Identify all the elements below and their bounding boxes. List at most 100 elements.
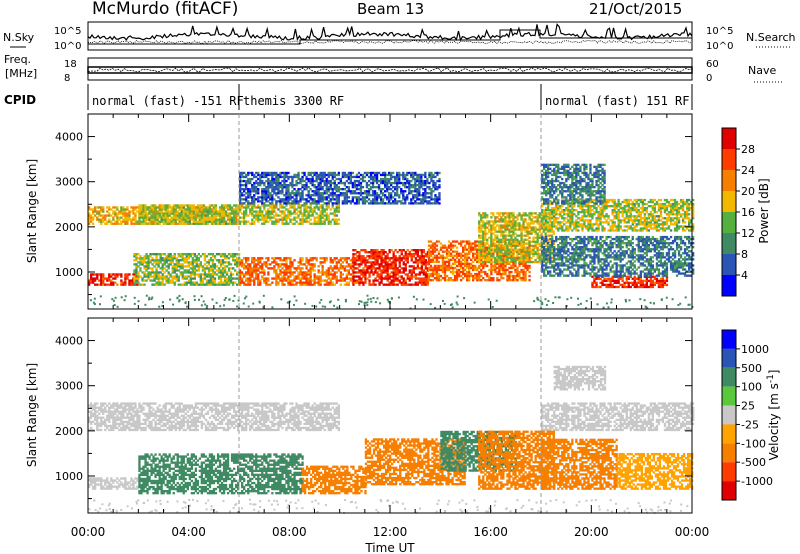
heatmap-cell <box>220 206 224 209</box>
heatmap-cell <box>159 283 162 286</box>
heatmap-cell <box>498 238 501 241</box>
heatmap-cell <box>579 225 582 228</box>
heatmap-cell <box>651 223 655 226</box>
heatmap-cell <box>358 283 361 286</box>
heatmap-cell <box>538 222 541 225</box>
heatmap-cell <box>223 253 227 256</box>
heatmap-cell <box>301 281 304 284</box>
heatmap-cell <box>651 207 655 210</box>
heatmap-cell <box>522 254 525 258</box>
heatmap-cell <box>496 252 499 255</box>
heatmap-cell <box>480 268 483 272</box>
heatmap-cell <box>122 206 125 209</box>
heatmap-cell <box>161 275 164 278</box>
heatmap-cell <box>617 215 620 218</box>
heatmap-cell <box>496 266 499 270</box>
heatmap-cell <box>360 257 363 260</box>
heatmap-cell <box>657 225 661 228</box>
heatmap-cell <box>343 277 347 280</box>
heatmap-cell <box>299 259 302 262</box>
heatmap-cell <box>681 219 685 222</box>
heatmap-cell <box>447 244 451 247</box>
heatmap-cell <box>514 262 517 266</box>
heatmap-cell <box>165 269 168 272</box>
heatmap-cell <box>526 266 529 270</box>
heatmap-cell <box>524 228 527 231</box>
heatmap-cell <box>659 219 663 222</box>
heatmap-cell <box>516 228 519 231</box>
heatmap-cell <box>349 263 353 266</box>
heatmap-cell <box>496 270 499 274</box>
heatmap-cell <box>299 222 302 225</box>
heatmap-cell <box>345 277 349 280</box>
heatmap-cell <box>92 277 95 280</box>
heatmap-cell <box>195 273 199 276</box>
heatmap-cell <box>289 204 292 207</box>
heatmap-cell <box>378 251 381 254</box>
heatmap-cell <box>482 248 485 251</box>
heatmap-cell <box>135 273 138 276</box>
heatmap-cell <box>207 283 211 286</box>
heatmap-cell <box>184 218 187 221</box>
heatmap-cell <box>460 260 463 264</box>
heatmap-cell <box>142 214 145 217</box>
heatmap-cell <box>540 240 543 243</box>
heatmap-cell <box>643 219 647 222</box>
heatmap-cell <box>287 277 290 280</box>
heatmap-cell <box>164 216 167 219</box>
heatmap-cell <box>516 272 519 276</box>
heatmap-cell <box>629 198 632 202</box>
heatmap-cell <box>470 242 473 245</box>
heatmap-cell <box>394 269 397 272</box>
heatmap-cell <box>156 214 159 217</box>
heatmap-cell <box>337 204 341 207</box>
heatmap-cell <box>243 210 246 213</box>
heatmap-cell <box>232 283 235 286</box>
heatmap-cell <box>655 223 659 226</box>
heatmap-cell <box>677 202 681 206</box>
heatmap-cell <box>615 213 618 216</box>
heatmap-cell <box>589 219 592 222</box>
heatmap-cell <box>609 198 612 202</box>
heatmap-cell <box>170 208 173 211</box>
heatmap-cell <box>439 264 443 268</box>
heatmap-cell <box>139 255 142 258</box>
heatmap-cell <box>478 274 481 278</box>
heatmap-cell <box>210 212 214 215</box>
heatmap-cell <box>468 270 471 274</box>
heatmap-cell <box>130 210 133 213</box>
heatmap-cell <box>645 221 649 224</box>
heatmap-cell <box>195 269 199 272</box>
heatmap-cell <box>162 208 165 211</box>
heatmap-cell <box>512 216 515 219</box>
heatmap-cell <box>150 212 153 215</box>
heatmap-cell <box>317 214 320 217</box>
heatmap-cell <box>94 214 97 217</box>
heatmap-cell <box>637 211 640 214</box>
heatmap-cell <box>464 268 467 272</box>
heatmap-cell <box>289 261 292 264</box>
heatmap-cell <box>545 207 548 210</box>
heatmap-cell <box>605 207 608 210</box>
heatmap-cell <box>271 204 274 207</box>
heatmap-cell <box>184 220 187 223</box>
heatmap-cell <box>189 277 193 280</box>
heatmap-cell <box>553 223 556 226</box>
freq-left-label-2: [MHz] <box>5 67 37 80</box>
heatmap-cell <box>289 214 292 217</box>
heatmap-cell <box>532 252 535 256</box>
heatmap-cell <box>617 198 620 202</box>
heatmap-cell <box>211 279 215 282</box>
heatmap-cell <box>424 283 428 286</box>
heatmap-cell <box>667 202 671 206</box>
heatmap-cell <box>416 249 420 252</box>
heatmap-cell <box>148 206 151 209</box>
heatmap-cell <box>663 217 667 220</box>
heatmap-cell <box>189 271 193 274</box>
heatmap-cell <box>163 275 166 278</box>
heatmap-cell <box>188 220 192 223</box>
heatmap-cell <box>218 220 222 223</box>
heatmap-cell <box>321 271 324 274</box>
heatmap-cell <box>331 204 334 207</box>
heatmap-cell <box>510 260 513 264</box>
